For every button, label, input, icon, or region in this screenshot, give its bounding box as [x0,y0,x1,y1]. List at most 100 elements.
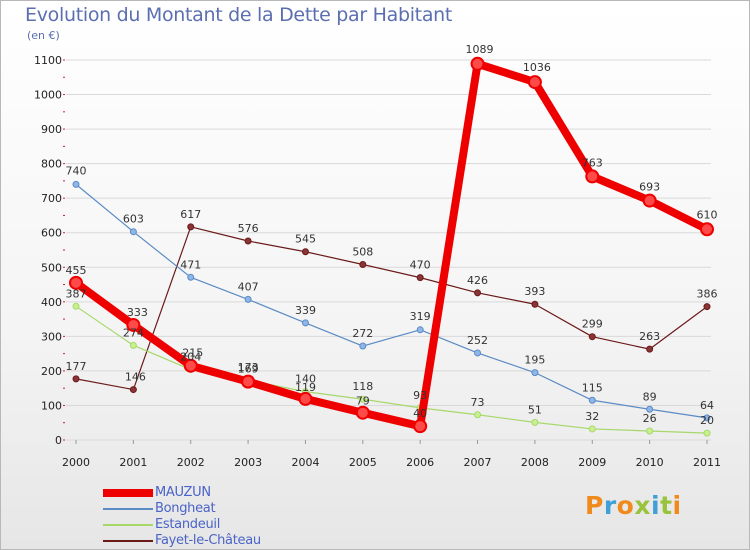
data-label-estandeuil: 173 [238,361,259,374]
data-label-estandeuil: 118 [352,380,373,393]
data-label-estandeuil: 32 [585,410,599,423]
data-point-fayet-le-ch-teau [703,303,711,311]
data-label-mauzun: 215 [182,347,203,360]
data-label-fayet-le-ch-teau: 393 [524,285,545,298]
data-label-bongheat: 64 [700,399,714,412]
data-label-estandeuil: 26 [643,412,657,425]
data-label-estandeuil: 51 [528,403,542,416]
data-label-mauzun: 610 [697,208,718,221]
data-point-fayet-le-ch-teau [72,375,80,383]
data-label-bongheat: 89 [643,390,657,403]
legend-item: MAUZUN [103,485,323,501]
data-point-mauzun [527,75,542,90]
logo-letter: i [651,491,661,520]
y-tick-label: 600 [41,227,62,240]
legend-label: Estandeuil [155,517,221,532]
data-point-bongheat [646,405,654,413]
y-tick-label: 1000 [34,89,62,102]
data-label-estandeuil: 387 [66,287,87,300]
data-label-fayet-le-ch-teau: 146 [125,371,146,384]
data-label-mauzun: 333 [127,306,148,319]
x-tick-label: 2002 [177,456,205,469]
data-point-bongheat [474,349,482,357]
data-label-mauzun: 79 [356,395,370,408]
data-point-mauzun [298,391,313,406]
data-point-fayet-le-ch-teau [244,237,252,245]
x-tick-label: 2005 [349,456,377,469]
data-point-fayet-le-ch-teau [474,289,482,297]
data-point-bongheat [416,326,424,334]
legend-swatch [103,489,153,497]
y-tick-label: 700 [41,192,62,205]
logo-letter: o [616,491,635,520]
y-tick-label: 1100 [34,54,62,67]
proxiti-logo: Proxiti [585,491,682,520]
data-label-bongheat: 115 [582,381,603,394]
y-tick-label: 500 [41,261,62,274]
data-point-estandeuil [359,395,367,403]
data-point-mauzun [126,317,141,332]
series-line-bongheat [75,183,708,419]
legend: MAUZUN Bongheat Estandeuil Fayet-le-Château [103,485,323,549]
data-point-estandeuil [646,427,654,435]
data-label-mauzun: 1036 [523,61,551,74]
data-label-fayet-le-ch-teau: 177 [66,360,87,373]
x-tick-label: 2000 [62,456,90,469]
data-point-fayet-le-ch-teau [129,386,137,394]
data-point-bongheat [244,295,252,303]
data-point-bongheat [703,414,711,422]
data-point-mauzun [700,222,714,237]
data-point-mauzun [183,358,198,373]
legend-swatch [103,524,153,526]
y-tick-label: 200 [41,365,62,378]
data-point-bongheat [129,228,137,236]
data-point-fayet-le-ch-teau [531,300,539,308]
data-point-estandeuil [588,425,596,433]
legend-label: Fayet-le-Château [155,533,261,548]
y-tick-label: 100 [41,399,62,412]
legend-item: Bongheat [103,501,323,517]
data-label-bongheat: 603 [123,213,144,226]
data-label-mauzun: 40 [413,407,427,420]
logo-letter: P [585,491,604,520]
data-point-mauzun [355,405,370,420]
logo-letter: x [634,491,651,520]
data-point-estandeuil [703,429,711,437]
y-axis-unit: (en €) [27,29,60,42]
data-label-estandeuil: 73 [471,396,485,409]
x-tick-label: 2010 [636,456,664,469]
data-label-bongheat: 195 [524,354,545,367]
data-point-mauzun [585,169,600,184]
chart-title: Evolution du Montant de la Dette par Hab… [25,4,453,26]
data-point-mauzun [413,419,428,434]
y-tick-label: 0 [55,434,62,447]
legend-swatch [103,540,153,542]
data-label-estandeuil: 93 [413,389,427,402]
data-label-estandeuil: 20 [700,414,714,427]
y-tick-label: 400 [41,296,62,309]
series-line-estandeuil [75,305,708,434]
data-label-fayet-le-ch-teau: 470 [410,259,431,272]
data-point-estandeuil [531,418,539,426]
x-tick-label: 2011 [693,456,721,469]
data-label-fayet-le-ch-teau: 508 [352,246,373,259]
x-tick-label: 2006 [406,456,434,469]
data-label-bongheat: 319 [410,310,431,323]
data-point-bongheat [588,396,596,404]
legend-item: Fayet-le-Château [103,533,323,549]
y-tick-label: 900 [41,123,62,136]
y-tick-label: 800 [41,158,62,171]
x-tick-label: 2009 [578,456,606,469]
x-tick-label: 2007 [464,456,492,469]
data-label-fayet-le-ch-teau: 576 [238,222,259,235]
data-label-bongheat: 471 [180,258,201,271]
data-label-estandeuil: 204 [180,351,201,364]
data-point-bongheat [187,273,195,281]
x-tick-label: 2001 [119,456,147,469]
data-label-bongheat: 740 [66,164,87,177]
data-label-fayet-le-ch-teau: 426 [467,274,488,287]
data-label-estandeuil: 274 [123,326,144,339]
legend-swatch [103,508,153,510]
data-label-mauzun: 119 [295,381,316,394]
